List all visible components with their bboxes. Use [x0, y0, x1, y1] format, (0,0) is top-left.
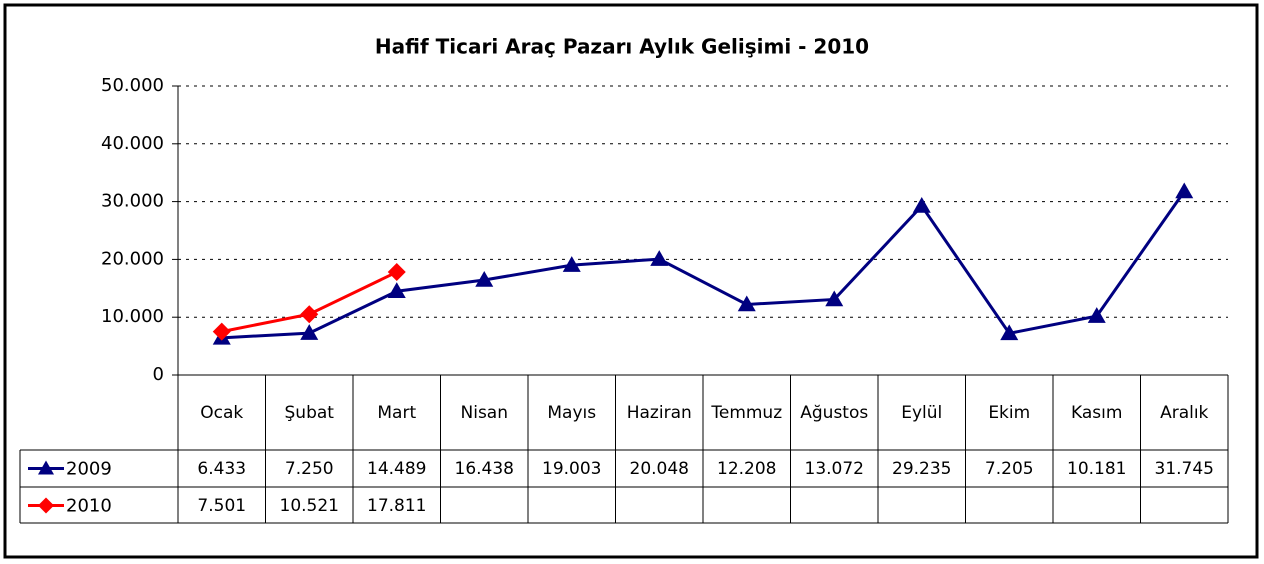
table-cell: 7.205 — [984, 458, 1034, 479]
table-cell: Kasım — [1071, 402, 1123, 423]
diamond-marker — [212, 322, 231, 341]
table-cell: Şubat — [284, 402, 334, 423]
table-cell: 29.235 — [892, 458, 952, 479]
diamond-marker — [38, 497, 54, 514]
table-cell: 10.521 — [279, 495, 339, 516]
triangle-marker — [737, 295, 756, 312]
y-tick-label: 0 — [153, 364, 164, 385]
triangle-marker — [1175, 182, 1194, 199]
table-cell: Haziran — [626, 402, 692, 423]
table-cell: 12.208 — [717, 458, 777, 479]
table-cell: 17.811 — [367, 495, 427, 516]
table-cell: 19.003 — [542, 458, 602, 479]
table-cell: 20.048 — [629, 458, 689, 479]
table-cell: Temmuz — [711, 402, 783, 423]
y-tick-label: 30.000 — [101, 191, 164, 212]
triangle-marker — [912, 197, 931, 213]
triangle-marker — [562, 256, 581, 272]
table-cell: Ekim — [988, 402, 1031, 423]
triangle-marker — [475, 270, 494, 287]
table-cell: Ocak — [200, 402, 244, 423]
triangle-marker — [387, 282, 406, 299]
y-tick-label: 40.000 — [101, 133, 164, 154]
diamond-marker — [300, 305, 319, 324]
table-cell: 6.433 — [197, 458, 247, 479]
table-cell: 16.438 — [454, 458, 514, 479]
series-line — [221, 190, 1186, 340]
y-tick-label: 10.000 — [101, 306, 164, 327]
table-cell: Aralık — [1160, 402, 1209, 423]
table-cell: Nisan — [460, 402, 509, 423]
table-cell: 7.501 — [197, 495, 247, 516]
table-cell: Mart — [377, 402, 417, 423]
table-cell: Eylül — [901, 402, 943, 423]
triangle-marker — [300, 324, 319, 340]
table-cell: 7.250 — [284, 458, 334, 479]
triangle-marker — [1000, 324, 1019, 341]
triangle-marker — [1087, 307, 1106, 323]
table-cell: 13.072 — [804, 458, 864, 479]
y-tick-label: 50.000 — [101, 75, 164, 96]
triangle-marker — [825, 290, 844, 307]
triangle-marker — [38, 460, 54, 475]
chart-title: Hafif Ticari Araç Pazarı Aylık Gelişimi … — [375, 35, 869, 59]
legend-label: 2010 — [66, 496, 112, 517]
table-cell: Mayıs — [547, 402, 597, 423]
table-cell: Ağustos — [800, 402, 869, 423]
legend-label: 2009 — [66, 459, 112, 480]
chart-border — [3, 3, 1259, 559]
table-cell: 31.745 — [1154, 458, 1214, 479]
triangle-marker — [650, 250, 669, 266]
table-cell: 10.181 — [1067, 458, 1127, 479]
diamond-marker — [387, 263, 406, 282]
y-tick-label: 20.000 — [101, 248, 164, 269]
table-cell: 14.489 — [367, 458, 427, 479]
